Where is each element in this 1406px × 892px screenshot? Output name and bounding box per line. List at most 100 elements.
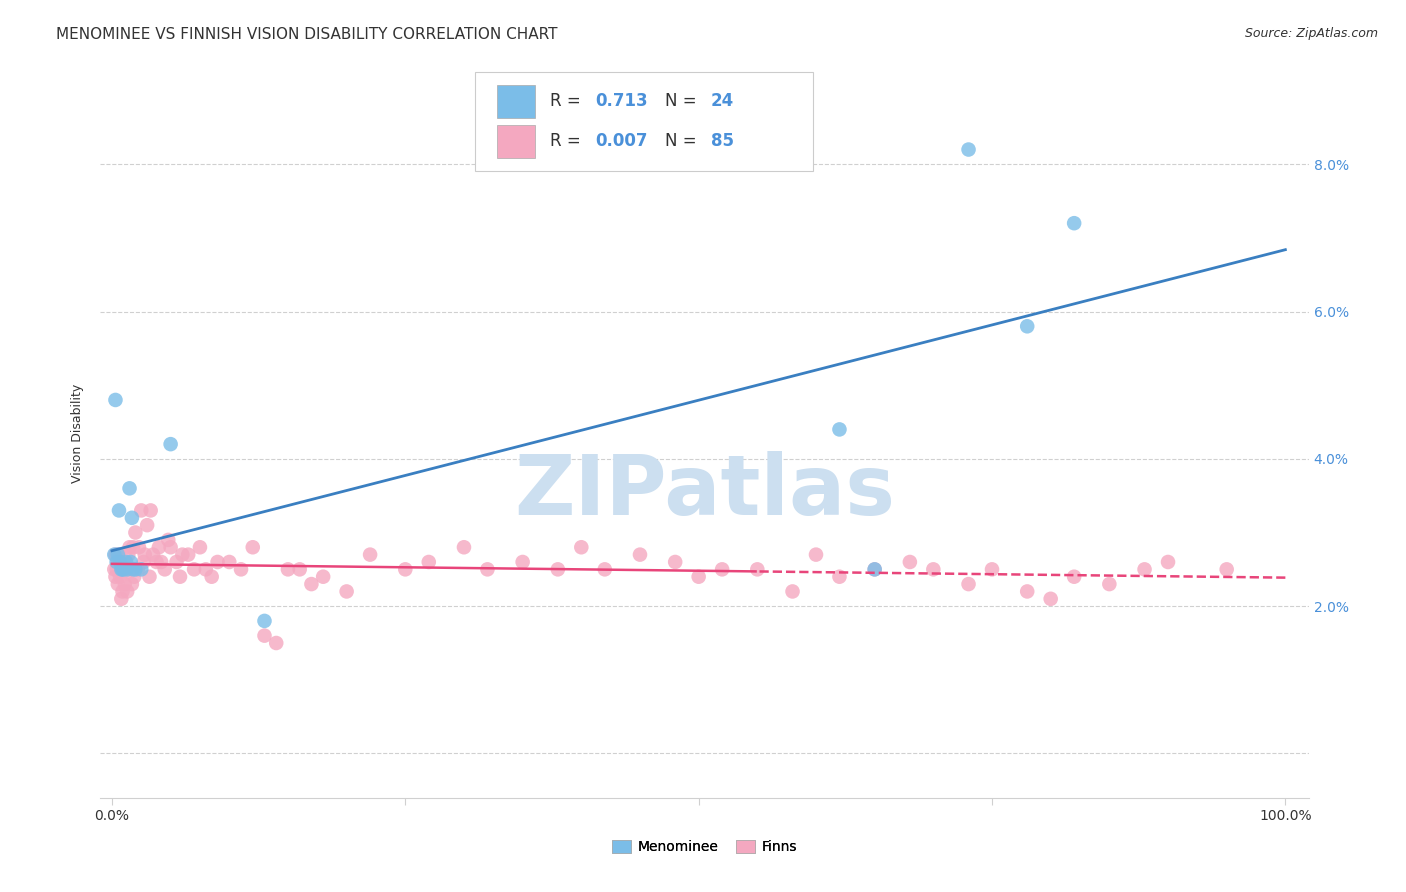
Point [312, 570, 335, 584]
Point [628, 548, 651, 562]
FancyBboxPatch shape [496, 125, 536, 158]
Point [359, 548, 381, 562]
Point [107, 577, 129, 591]
Point [159, 437, 181, 451]
Point [108, 503, 131, 517]
Point [1063, 216, 1085, 230]
Point [166, 555, 188, 569]
Point [1017, 584, 1039, 599]
Text: ZIPatlas: ZIPatlas [515, 451, 896, 532]
Point [177, 548, 200, 562]
Point [981, 562, 1004, 576]
Point [114, 577, 136, 591]
Point [110, 562, 132, 576]
Point [122, 541, 145, 555]
Point [1063, 570, 1085, 584]
Point [201, 570, 224, 584]
Point [957, 143, 980, 157]
Point [218, 555, 240, 569]
Point [104, 392, 127, 407]
Point [110, 591, 132, 606]
Point [112, 562, 135, 576]
Text: 0.713: 0.713 [596, 93, 648, 111]
Point [112, 555, 135, 569]
Point [547, 562, 569, 576]
Point [957, 577, 980, 591]
Point [108, 555, 131, 569]
Y-axis label: Vision Disability: Vision Disability [72, 384, 84, 483]
Point [138, 570, 160, 584]
Point [169, 570, 191, 584]
Legend: Menominee, Finns: Menominee, Finns [606, 835, 803, 860]
Point [898, 555, 921, 569]
Text: R =: R = [550, 132, 586, 151]
Point [122, 570, 145, 584]
Point [108, 570, 131, 584]
Point [1098, 577, 1121, 591]
Point [863, 562, 886, 576]
Point [127, 562, 149, 576]
Point [804, 548, 827, 562]
Point [150, 555, 173, 569]
Point [1039, 591, 1062, 606]
Point [453, 541, 475, 555]
Point [105, 562, 128, 576]
Point [104, 570, 127, 584]
Point [264, 636, 287, 650]
Point [120, 562, 142, 576]
Point [122, 562, 145, 576]
Point [124, 525, 146, 540]
Point [115, 562, 138, 576]
Point [129, 503, 152, 517]
Point [688, 570, 710, 584]
Point [253, 614, 276, 628]
Point [569, 541, 592, 555]
Point [107, 548, 129, 562]
Text: 0.007: 0.007 [596, 132, 648, 151]
Point [782, 584, 804, 599]
Text: N =: N = [665, 93, 702, 111]
Point [711, 562, 734, 576]
Point [115, 555, 138, 569]
Point [148, 541, 170, 555]
Point [118, 481, 141, 495]
Point [253, 629, 276, 643]
Point [1017, 319, 1039, 334]
Point [194, 562, 217, 576]
Point [336, 584, 359, 599]
Point [922, 562, 945, 576]
Point [1157, 555, 1180, 569]
Point [159, 541, 181, 555]
Point [120, 555, 142, 569]
Point [108, 548, 131, 562]
Point [111, 562, 134, 576]
Point [828, 422, 851, 436]
Point [747, 562, 769, 576]
Point [142, 548, 165, 562]
FancyBboxPatch shape [475, 72, 813, 170]
Point [1133, 562, 1156, 576]
Point [664, 555, 686, 569]
Point [153, 562, 176, 576]
Text: 24: 24 [710, 93, 734, 111]
Point [136, 518, 159, 533]
Point [129, 562, 152, 576]
Point [183, 562, 205, 576]
Point [477, 562, 499, 576]
Point [103, 562, 125, 576]
Point [593, 562, 616, 576]
Point [299, 577, 322, 591]
Point [107, 555, 129, 569]
Point [145, 555, 167, 569]
Point [157, 533, 180, 547]
Point [121, 510, 143, 524]
Point [229, 562, 252, 576]
Point [134, 548, 156, 562]
Point [207, 555, 229, 569]
Text: Source: ZipAtlas.com: Source: ZipAtlas.com [1244, 27, 1378, 40]
Point [418, 555, 440, 569]
Point [115, 562, 138, 576]
Point [104, 548, 127, 562]
Point [288, 562, 311, 576]
Text: 85: 85 [710, 132, 734, 151]
